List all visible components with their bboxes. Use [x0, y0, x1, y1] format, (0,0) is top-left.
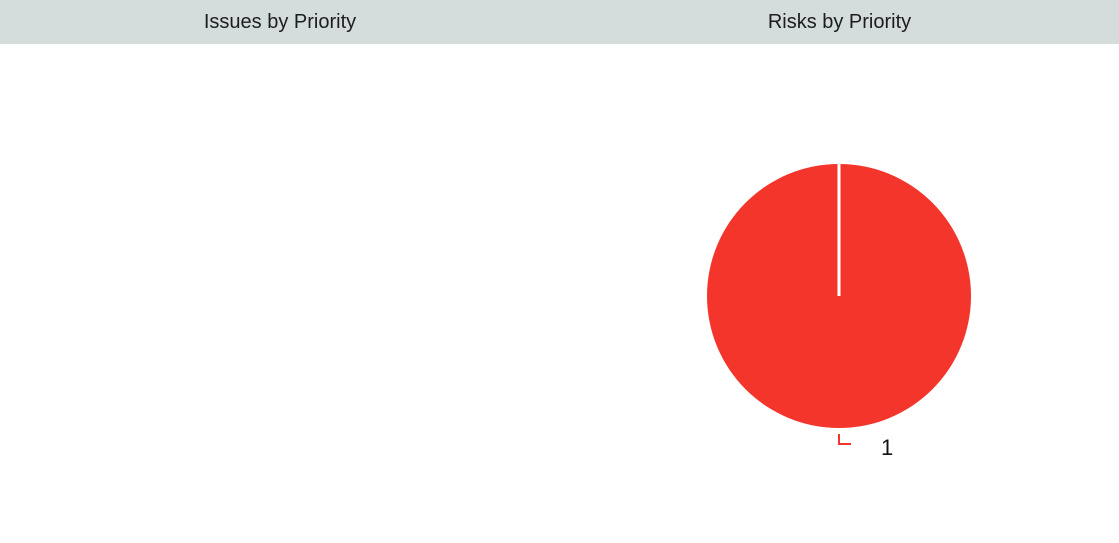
risks-chart-area: 1: [560, 44, 1119, 543]
issues-chart-area: [0, 44, 560, 543]
risks-pie-chart: 1: [707, 164, 971, 460]
slice-label-leader: [838, 434, 851, 445]
panel-header-bar: [0, 0, 1119, 44]
issues-chart-title: Issues by Priority: [203, 11, 357, 33]
risks-chart-title: Risks by Priority: [767, 11, 912, 33]
slice-data-label: 1: [881, 435, 893, 460]
